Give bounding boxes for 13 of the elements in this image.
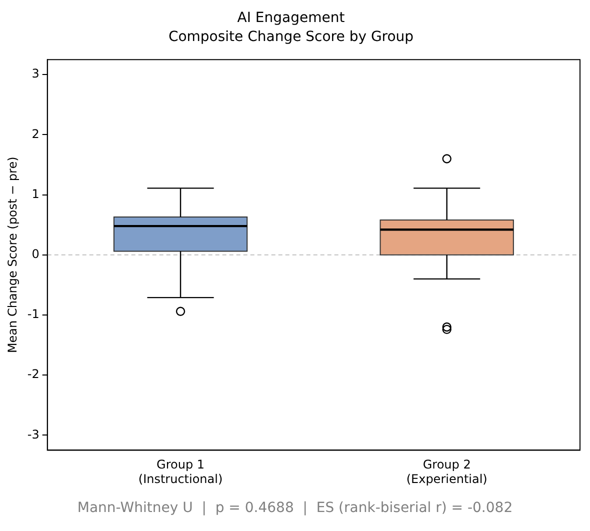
text: Mann-Whitney U | p = 0.4688 | ES (rank-biserial r) = -0.082: [76, 500, 514, 516]
y-tick-label: -2: [27, 367, 40, 382]
y-tick-label: 2: [32, 126, 40, 141]
chart-subtitle: Composite Change Score by Group: [168, 28, 414, 45]
y-axis-title: Mean Change Score (post − pre): [5, 156, 20, 354]
y-tick-label: 3: [32, 66, 40, 81]
x-tick-label: Group 2 (Experiential): [406, 458, 488, 486]
y-tick-label: 0: [32, 247, 40, 262]
y-tick-label: -3: [27, 427, 40, 442]
y-tick-label: 1: [32, 186, 40, 201]
chart-title: AI Engagement: [237, 10, 346, 26]
y-tick-label: -1: [27, 307, 40, 322]
x-tick-label: Group 1 (Instructional): [138, 458, 223, 486]
